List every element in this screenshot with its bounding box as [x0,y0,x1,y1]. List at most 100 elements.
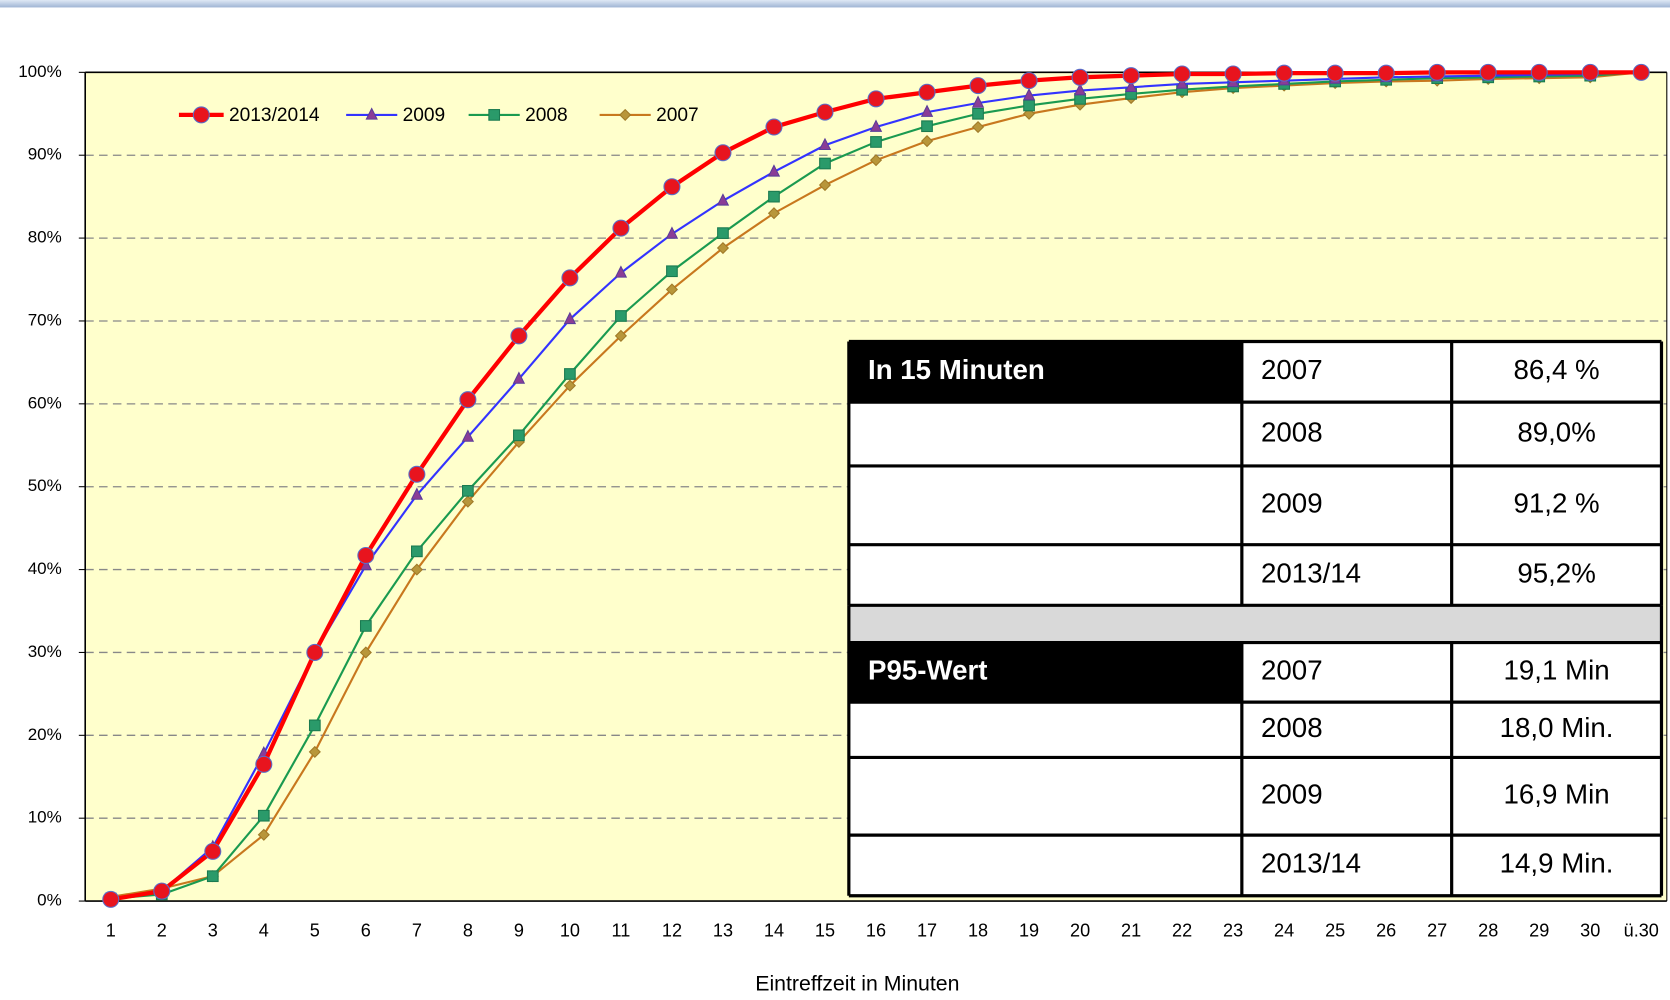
marker [1632,63,1650,81]
y-tick-label: 90% [28,145,62,164]
marker [1022,87,1036,101]
section-header [848,642,1242,703]
marker [665,283,679,296]
marker [818,178,832,192]
legend-label: 2009 [403,105,446,126]
marker [308,745,321,758]
y-tick-label: 70% [28,310,62,329]
marker [867,90,885,108]
marker [461,429,475,442]
marker [614,329,628,342]
marker [971,120,985,134]
marker [1428,63,1446,81]
marker [615,310,627,322]
legend: 2013/2014 2009 2008 2007 [178,105,699,126]
inset-table: In 15 Minuten 2007 86,4 % 2008 89,0% 2009 91,2… [847,339,1664,898]
table-cell: 2013/14 [1261,848,1361,879]
marker [462,484,474,497]
marker [1479,63,1497,81]
marker [717,227,729,239]
window-bar [0,0,1670,8]
marker [972,107,984,120]
x-tick-label: 28 [1478,921,1498,941]
marker [257,809,270,822]
y-tick-label: 0% [37,891,62,910]
marker [359,646,372,659]
y-tick-label: 100% [18,62,62,81]
table-cell: 2008 [1261,416,1323,447]
marker [512,371,526,384]
marker [869,154,883,167]
marker [921,120,933,133]
x-tick-label: 5 [310,921,320,941]
y-tick-label: 20% [28,725,62,744]
marker [563,379,576,392]
legend-label: 2013/2014 [229,105,320,126]
marker [920,104,934,117]
marker [818,137,832,151]
marker [714,144,732,162]
section-title: P95-Wert [868,655,987,686]
legend-label: 2008 [525,105,568,126]
marker [1020,72,1038,90]
y-tick-label: 80% [28,228,62,247]
marker [1071,68,1089,86]
section-header [848,341,1242,403]
table-cell: 91,2 % [1513,488,1599,519]
x-tick-label: 16 [866,921,886,941]
marker [153,882,171,900]
marker [920,135,934,148]
x-tick-label: 1 [106,921,116,941]
y-tick-label: 40% [28,559,62,578]
table-cell: 18,0 Min. [1500,712,1614,743]
y-tick-label: 60% [28,393,62,412]
x-tick-label: 4 [259,921,269,941]
marker [819,157,831,170]
marker [408,465,426,483]
marker [1275,64,1293,82]
x-tick-label: 20 [1070,921,1090,941]
table-cell: 86,4 % [1513,354,1599,385]
marker [102,890,120,908]
x-tick-label: 24 [1274,921,1294,941]
marker [716,193,730,206]
marker [1122,67,1140,85]
x-tick-label: ü.30 [1624,921,1659,941]
x-tick-label: 23 [1223,921,1243,941]
marker [206,870,219,883]
x-tick-label: 10 [560,921,580,941]
marker [969,77,987,95]
table-cell: 89,0% [1517,416,1595,447]
marker [767,207,781,220]
marker [513,429,525,442]
x-tick-label: 30 [1580,921,1600,941]
marker [1326,64,1344,82]
marker [365,107,378,120]
marker [411,545,423,558]
x-tick-label: 12 [662,921,682,941]
marker [716,241,730,255]
marker [192,106,210,124]
x-tick-label: 19 [1019,921,1039,941]
series-group [102,63,1650,908]
separator-row [848,605,1662,643]
table-cell: 14,9 Min. [1500,848,1614,879]
marker [619,108,632,121]
marker [1377,64,1395,82]
x-tick-label: 6 [361,921,371,941]
y-tick-label: 10% [28,808,62,827]
legend-label: 2007 [656,105,699,126]
x-tick-label: 8 [463,921,473,941]
x-tick-label: 18 [968,921,988,941]
marker [614,265,628,278]
marker [308,719,321,732]
section-title: In 15 Minuten [868,354,1045,385]
series [102,63,1650,908]
marker [768,190,780,203]
x-tick-label: 27 [1427,921,1447,941]
table-cell: 95,2% [1517,557,1595,588]
marker [357,546,375,564]
x-tick-label: 26 [1376,921,1396,941]
